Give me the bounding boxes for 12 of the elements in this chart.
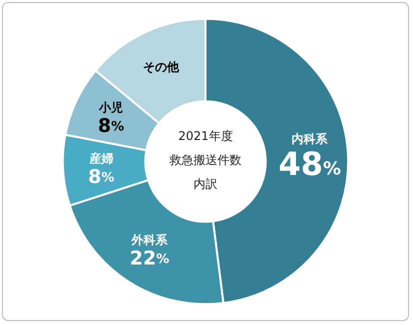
slice-label: 小児 [98,100,123,115]
slice-label: 産婦 [88,152,114,166]
data-label: 48% [278,144,342,183]
slice-label: 外科系 [130,233,169,248]
slice-label: 内科系 [292,132,329,146]
data-label: 8% [88,166,114,188]
data-label: 22% [130,248,170,270]
slice-label: その他 [143,60,180,74]
data-label: 8% [98,115,124,138]
text: 内訳 [194,177,218,191]
text: 2021年度 [178,129,233,143]
text: 救急搬送件数 [168,153,242,167]
